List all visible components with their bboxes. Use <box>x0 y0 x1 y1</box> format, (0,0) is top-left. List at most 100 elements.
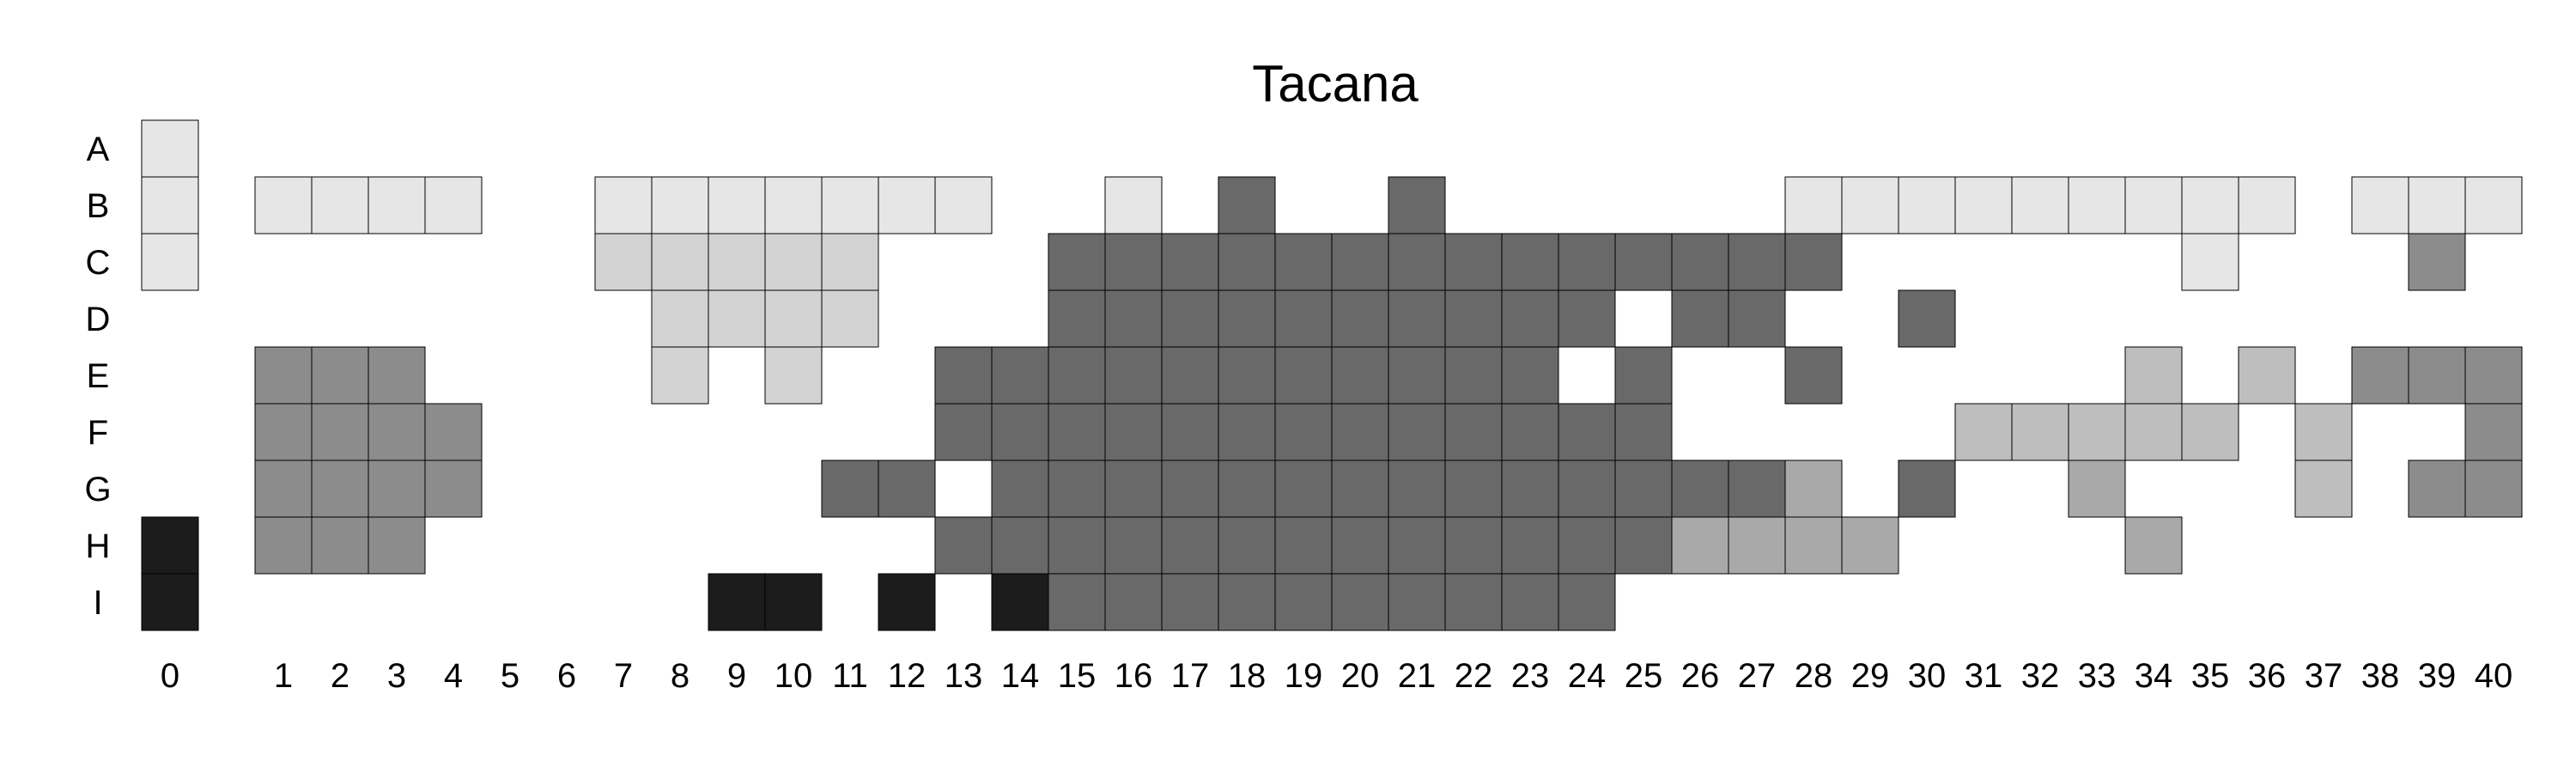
heatmap-cell-G-3 <box>368 460 426 518</box>
heatmap-cell-D-15 <box>1048 289 1106 348</box>
row-label-B: B <box>87 187 110 225</box>
row-label-F: F <box>88 414 108 452</box>
heatmap-cell-B-12 <box>878 176 936 234</box>
col-label-6: 6 <box>557 657 576 695</box>
heatmap-cell-H-25 <box>1614 516 1673 575</box>
heatmap-cell-G-4 <box>424 460 483 518</box>
heatmap-cell-B-40 <box>2464 176 2523 234</box>
col-label-3: 3 <box>387 657 406 695</box>
col-label-7: 7 <box>614 657 633 695</box>
heatmap-cell-G-23 <box>1501 460 1559 518</box>
heatmap-cell-I-24 <box>1558 573 1616 631</box>
heatmap-cell-E-1 <box>254 346 313 405</box>
heatmap-cell-G-33 <box>2068 460 2126 518</box>
heatmap-cell-E-22 <box>1444 346 1503 405</box>
heatmap-cell-H-20 <box>1331 516 1389 575</box>
heatmap-cell-C-21 <box>1388 233 1446 291</box>
heatmap-cell-D-30 <box>1898 289 1956 348</box>
col-label-9: 9 <box>727 657 746 695</box>
heatmap-cell-B-38 <box>2351 176 2409 234</box>
heatmap-cell-H-28 <box>1784 516 1843 575</box>
heatmap-cell-B-3 <box>368 176 426 234</box>
heatmap-cell-C-7 <box>594 233 653 291</box>
col-label-30: 30 <box>1908 657 1947 695</box>
heatmap-cell-F-35 <box>2181 403 2239 461</box>
heatmap-cell-E-19 <box>1274 346 1333 405</box>
heatmap-cell-F-18 <box>1218 403 1276 461</box>
cells-layer <box>141 119 2523 631</box>
heatmap-cell-E-28 <box>1784 346 1843 405</box>
heatmap-cell-I-21 <box>1388 573 1446 631</box>
col-label-25: 25 <box>1625 657 1663 695</box>
heatmap-cell-H-24 <box>1558 516 1616 575</box>
heatmap-cell-F-19 <box>1274 403 1333 461</box>
col-label-26: 26 <box>1681 657 1720 695</box>
heatmap-cell-I-16 <box>1104 573 1163 631</box>
heatmap-cell-B-39 <box>2408 176 2466 234</box>
row-label-D: D <box>86 301 111 338</box>
heatmap-cell-E-15 <box>1048 346 1106 405</box>
col-label-29: 29 <box>1851 657 1890 695</box>
heatmap-cell-I-19 <box>1274 573 1333 631</box>
row-label-C: C <box>86 244 111 282</box>
col-label-33: 33 <box>2078 657 2117 695</box>
heatmap-cell-D-23 <box>1501 289 1559 348</box>
col-label-36: 36 <box>2248 657 2287 695</box>
col-label-16: 16 <box>1115 657 1153 695</box>
heatmap-cell-D-18 <box>1218 289 1276 348</box>
col-label-19: 19 <box>1285 657 1323 695</box>
heatmap-cell-G-1 <box>254 460 313 518</box>
heatmap-cell-D-17 <box>1161 289 1219 348</box>
heatmap-cell-B-2 <box>311 176 369 234</box>
heatmap-cell-F-16 <box>1104 403 1163 461</box>
heatmap-cell-E-17 <box>1161 346 1219 405</box>
col-label-18: 18 <box>1228 657 1267 695</box>
heatmap-cell-D-20 <box>1331 289 1389 348</box>
heatmap-cell-H-14 <box>991 516 1049 575</box>
col-label-40: 40 <box>2475 657 2513 695</box>
col-label-1: 1 <box>274 657 293 695</box>
heatmap-cell-G-25 <box>1614 460 1673 518</box>
heatmap-cell-H-26 <box>1671 516 1729 575</box>
heatmap-cell-C-22 <box>1444 233 1503 291</box>
heatmap-cell-C-9 <box>708 233 766 291</box>
row-label-H: H <box>86 527 111 565</box>
col-label-15: 15 <box>1058 657 1097 695</box>
heatmap-cell-H-1 <box>254 516 313 575</box>
col-label-32: 32 <box>2021 657 2060 695</box>
heatmap-cell-F-13 <box>934 403 993 461</box>
heatmap-cell-I-14 <box>991 573 1049 631</box>
heatmap-cell-E-10 <box>764 346 823 405</box>
heatmap-cell-A-0 <box>141 119 199 178</box>
heatmap-cell-B-32 <box>2011 176 2069 234</box>
heatmap-cell-B-34 <box>2124 176 2183 234</box>
heatmap-cell-F-31 <box>1954 403 2013 461</box>
heatmap-cell-H-34 <box>2124 516 2183 575</box>
heatmap-cell-B-36 <box>2238 176 2296 234</box>
heatmap-cell-I-9 <box>708 573 766 631</box>
heatmap-cell-E-21 <box>1388 346 1446 405</box>
heatmap-cell-H-17 <box>1161 516 1219 575</box>
col-labels-layer: 0 1 2 3 4 5 6 7 8 9 10 11 12 13 14 15 16 17 18 19 20 21 22 23 24… <box>161 657 2512 695</box>
heatmap-cell-B-8 <box>651 176 709 234</box>
heatmap-cell-D-26 <box>1671 289 1729 348</box>
heatmap-cell-C-19 <box>1274 233 1333 291</box>
heatmap-cell-G-30 <box>1898 460 1956 518</box>
heatmap-cell-B-0 <box>141 176 199 234</box>
heatmap-cell-C-39 <box>2408 233 2466 291</box>
heatmap-cell-I-0 <box>141 573 199 631</box>
heatmap-cell-G-27 <box>1728 460 1786 518</box>
col-label-11: 11 <box>832 657 868 695</box>
heatmap-cell-B-35 <box>2181 176 2239 234</box>
heatmap-cell-F-4 <box>424 403 483 461</box>
heatmap-cell-E-38 <box>2351 346 2409 405</box>
col-label-37: 37 <box>2305 657 2343 695</box>
heatmap-cell-G-18 <box>1218 460 1276 518</box>
heatmap-cell-D-22 <box>1444 289 1503 348</box>
heatmap-cell-B-33 <box>2068 176 2126 234</box>
heatmap-cell-E-36 <box>2238 346 2296 405</box>
heatmap-cell-F-22 <box>1444 403 1503 461</box>
heatmap-cell-C-24 <box>1558 233 1616 291</box>
